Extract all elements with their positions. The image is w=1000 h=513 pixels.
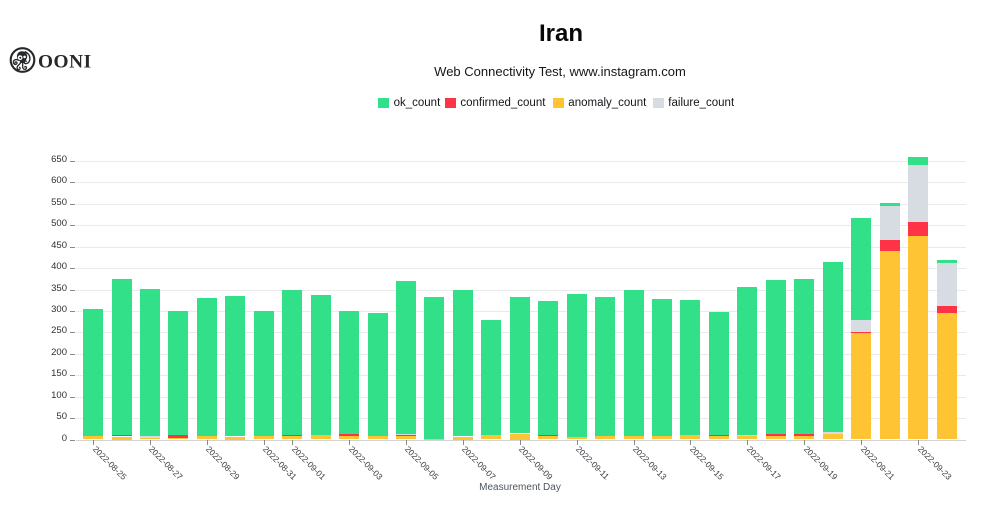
svg-text:OONI: OONI (38, 52, 92, 73)
